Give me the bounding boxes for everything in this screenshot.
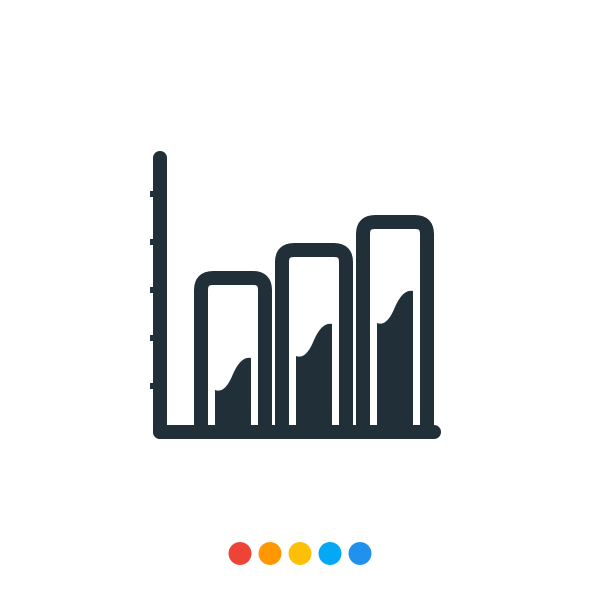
color-swatch-row xyxy=(229,542,372,565)
swatch-light-blue xyxy=(319,542,342,565)
bar-chart-svg xyxy=(150,150,450,450)
bar-chart-icon xyxy=(150,150,450,450)
swatch-red xyxy=(229,542,252,565)
swatch-blue xyxy=(349,542,372,565)
swatch-orange xyxy=(259,542,282,565)
swatch-yellow xyxy=(289,542,312,565)
